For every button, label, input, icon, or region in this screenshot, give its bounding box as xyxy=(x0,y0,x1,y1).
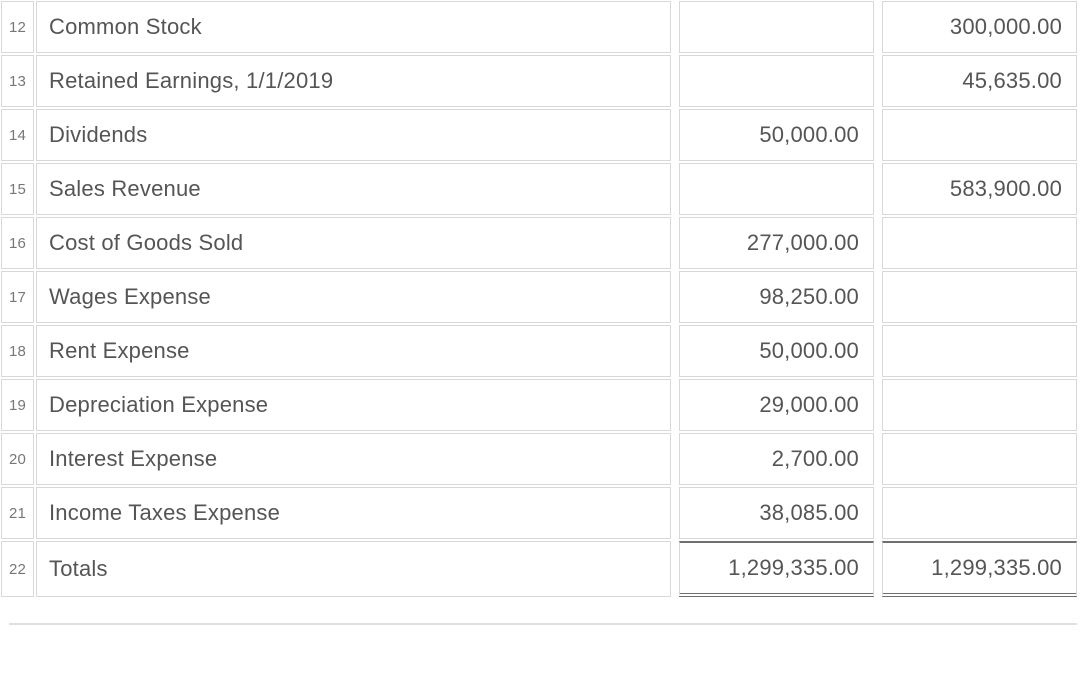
account-label: Income Taxes Expense xyxy=(36,487,671,539)
account-label: Sales Revenue xyxy=(36,163,671,215)
debit-amount xyxy=(679,163,874,215)
column-spacer xyxy=(875,163,881,215)
credit-amount xyxy=(882,487,1077,539)
table-row: 13Retained Earnings, 1/1/2019 45,635.00 xyxy=(0,54,1082,108)
debit-amount: 1,299,335.00 xyxy=(679,541,874,597)
table-row: 12Common Stock 300,000.00 xyxy=(0,0,1082,54)
credit-amount xyxy=(882,271,1077,323)
column-spacer xyxy=(672,487,678,539)
column-spacer xyxy=(672,271,678,323)
debit-amount: 38,085.00 xyxy=(679,487,874,539)
table-row: 18Rent Expense50,000.00 xyxy=(0,324,1082,378)
debit-amount xyxy=(679,55,874,107)
column-spacer xyxy=(672,163,678,215)
row-number: 17 xyxy=(1,271,34,323)
debit-amount: 277,000.00 xyxy=(679,217,874,269)
credit-amount xyxy=(882,379,1077,431)
debit-amount: 50,000.00 xyxy=(679,325,874,377)
column-spacer xyxy=(875,217,881,269)
account-label: Totals xyxy=(36,541,671,597)
account-label: Common Stock xyxy=(36,1,671,53)
row-number: 21 xyxy=(1,487,34,539)
credit-amount: 300,000.00 xyxy=(882,1,1077,53)
debit-amount: 98,250.00 xyxy=(679,271,874,323)
column-spacer xyxy=(875,379,881,431)
table-row: 14Dividends50,000.00 xyxy=(0,108,1082,162)
account-label: Dividends xyxy=(36,109,671,161)
column-spacer xyxy=(672,109,678,161)
column-spacer xyxy=(672,325,678,377)
column-spacer xyxy=(672,433,678,485)
row-number: 19 xyxy=(1,379,34,431)
debit-amount xyxy=(679,1,874,53)
table-row: 15Sales Revenue 583,900.00 xyxy=(0,162,1082,216)
column-spacer xyxy=(875,271,881,323)
table-row: 19Depreciation Expense29,000.00 xyxy=(0,378,1082,432)
column-spacer xyxy=(672,217,678,269)
table-row: 22Totals1,299,335.001,299,335.00 xyxy=(0,540,1082,598)
credit-amount: 45,635.00 xyxy=(882,55,1077,107)
credit-amount: 583,900.00 xyxy=(882,163,1077,215)
column-spacer xyxy=(875,433,881,485)
account-label: Retained Earnings, 1/1/2019 xyxy=(36,55,671,107)
column-spacer xyxy=(875,1,881,53)
column-spacer xyxy=(672,541,678,597)
account-label: Interest Expense xyxy=(36,433,671,485)
credit-amount xyxy=(882,217,1077,269)
column-spacer xyxy=(875,487,881,539)
row-number: 13 xyxy=(1,55,34,107)
column-spacer xyxy=(875,55,881,107)
table-row: 20Interest Expense2,700.00 xyxy=(0,432,1082,486)
account-label: Rent Expense xyxy=(36,325,671,377)
column-spacer xyxy=(672,379,678,431)
column-spacer xyxy=(875,109,881,161)
table-row: 16Cost of Goods Sold277,000.00 xyxy=(0,216,1082,270)
row-number: 22 xyxy=(1,541,34,597)
row-number: 12 xyxy=(1,1,34,53)
column-spacer xyxy=(672,1,678,53)
debit-amount: 2,700.00 xyxy=(679,433,874,485)
row-number: 15 xyxy=(1,163,34,215)
column-spacer xyxy=(672,55,678,107)
account-label: Depreciation Expense xyxy=(36,379,671,431)
column-spacer xyxy=(875,325,881,377)
account-label: Cost of Goods Sold xyxy=(36,217,671,269)
table-row: 17Wages Expense98,250.00 xyxy=(0,270,1082,324)
credit-amount: 1,299,335.00 xyxy=(882,541,1077,597)
credit-amount xyxy=(882,325,1077,377)
row-number: 18 xyxy=(1,325,34,377)
credit-amount xyxy=(882,109,1077,161)
trial-balance-table: 12Common Stock300,000.0013Retained Earni… xyxy=(0,0,1082,598)
row-number: 16 xyxy=(1,217,34,269)
debit-amount: 29,000.00 xyxy=(679,379,874,431)
debit-amount: 50,000.00 xyxy=(679,109,874,161)
bottom-spacer xyxy=(0,598,1082,630)
row-number: 20 xyxy=(1,433,34,485)
bottom-rule xyxy=(9,623,1077,625)
table-row: 21Income Taxes Expense38,085.00 xyxy=(0,486,1082,540)
credit-amount xyxy=(882,433,1077,485)
row-number: 14 xyxy=(1,109,34,161)
column-spacer xyxy=(875,541,881,597)
account-label: Wages Expense xyxy=(36,271,671,323)
